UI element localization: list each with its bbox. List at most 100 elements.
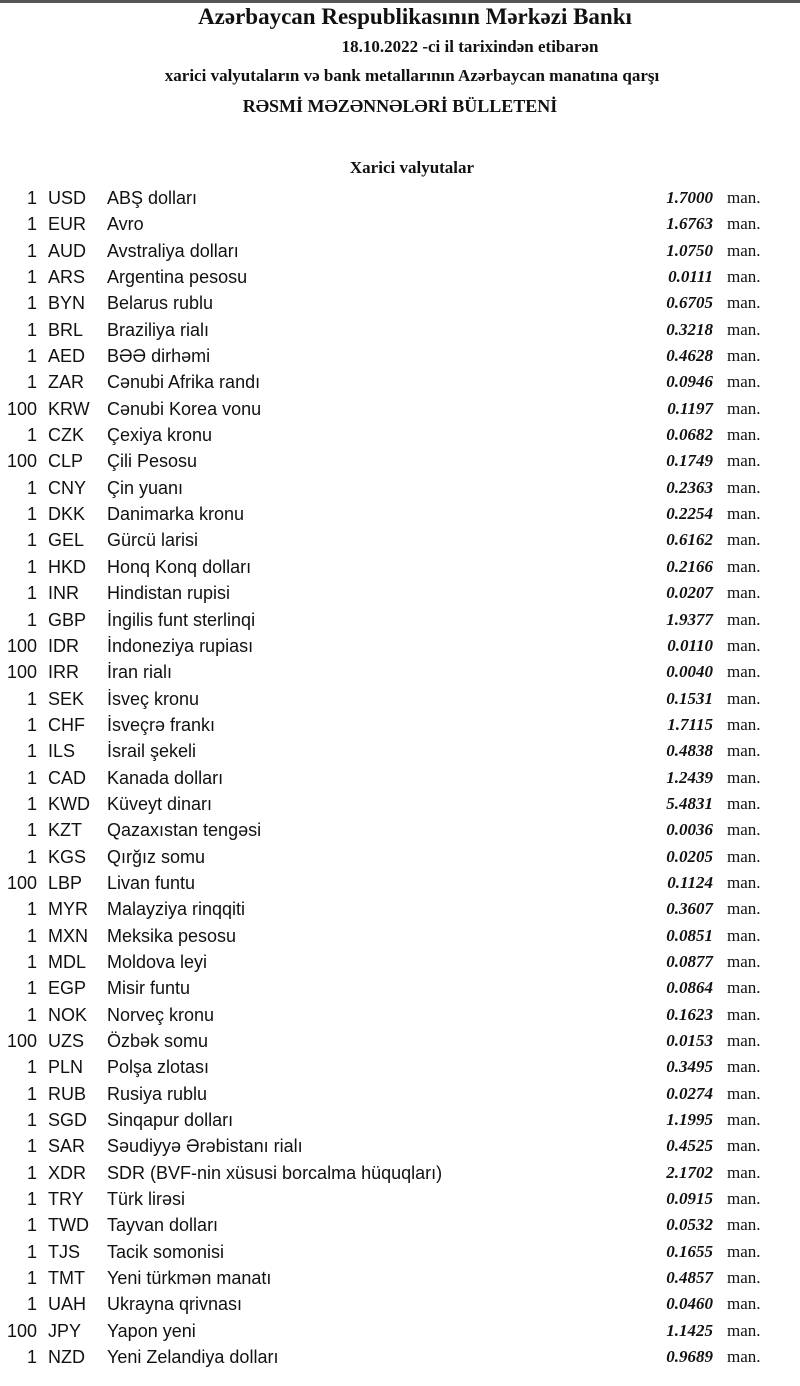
currency-name: İndoneziya rupiası <box>107 635 254 656</box>
rate-row: 1 MXN Meksika pesosu 0.0851 man. <box>0 923 800 949</box>
rate-value: 0.9689 <box>666 1347 713 1367</box>
rate-value: 0.4838 <box>666 741 713 761</box>
quantity: 1 <box>26 978 37 999</box>
currency-code: XDR <box>48 1162 87 1183</box>
currency-name: Çin yuanı <box>107 477 184 498</box>
unit-label: man. <box>727 1083 761 1103</box>
currency-name: İsveç kronu <box>107 688 200 709</box>
currency-code: CLP <box>48 451 84 472</box>
quantity: 1 <box>26 688 37 709</box>
rate-row: 1 ARS Argentina pesosu 0.0111 man. <box>0 264 800 290</box>
quantity: 1 <box>26 846 37 867</box>
rate-value: 0.1531 <box>666 688 713 708</box>
currency-code: CAD <box>48 767 87 788</box>
rate-row: 100 KRW Cənubi Korea vonu 0.1197 man. <box>0 396 800 422</box>
rate-value: 5.4831 <box>666 793 713 813</box>
currency-name: Qırğız somu <box>107 846 206 867</box>
unit-label: man. <box>727 425 761 445</box>
rate-row: 1 DKK Danimarka kronu 0.2254 man. <box>0 501 800 527</box>
rate-row: 1 TMT Yeni türkmən manatı 0.4857 man. <box>0 1265 800 1291</box>
currency-code: HKD <box>48 556 87 577</box>
unit-label: man. <box>727 925 761 945</box>
date-line: 18.10.2022 -ci il tarixindən etibarən <box>341 37 599 56</box>
rate-row: 1 MDL Moldova leyi 0.0877 man. <box>0 949 800 975</box>
currency-name: Hindistan rupisi <box>107 583 231 604</box>
unit-label: man. <box>727 1136 761 1156</box>
quantity: 1 <box>26 1268 37 1289</box>
unit-label: man. <box>727 372 761 392</box>
currency-name: Cənubi Afrika randı <box>107 372 261 393</box>
quantity: 1 <box>26 1162 37 1183</box>
quantity: 100 <box>6 635 37 656</box>
currency-code: MXN <box>48 925 88 946</box>
currency-name: Qazaxıstan tengəsi <box>107 820 262 841</box>
rate-value: 0.4628 <box>666 346 713 366</box>
quantity: 100 <box>6 451 37 472</box>
rate-row: 1 SEK İsveç kronu 0.1531 man. <box>0 686 800 712</box>
rate-value: 0.4857 <box>666 1268 713 1288</box>
quantity: 1 <box>26 556 37 577</box>
currency-code: KWD <box>48 793 90 814</box>
currency-code: CZK <box>48 425 84 446</box>
unit-label: man. <box>727 293 761 313</box>
quantity: 1 <box>26 1057 37 1078</box>
quantity: 1 <box>26 346 37 367</box>
unit-label: man. <box>727 267 761 287</box>
quantity: 1 <box>26 1136 37 1157</box>
rate-row: 1 CAD Kanada dolları 1.2439 man. <box>0 765 800 791</box>
rate-value: 1.7000 <box>666 188 713 207</box>
quantity: 1 <box>26 425 37 446</box>
rate-value: 2.1702 <box>666 1162 713 1182</box>
rate-value: 0.0207 <box>666 583 713 603</box>
currency-name: Türk lirəsi <box>107 1189 186 1210</box>
rate-row: 1 HKD Honq Konq dolları 0.2166 man. <box>0 554 800 580</box>
subtitle: xarici valyutaların və bank metallarının… <box>164 66 660 85</box>
rate-row: 1 KWD Küveyt dinarı 5.4831 man. <box>0 791 800 817</box>
quantity: 100 <box>6 1031 37 1051</box>
rate-row: 1 TJS Tacik somonisi 0.1655 man. <box>0 1239 800 1265</box>
currency-code: DKK <box>48 504 86 525</box>
rate-row: 1 UAH Ukrayna qrivnası 0.0460 man. <box>0 1291 800 1317</box>
currency-name: Danimarka kronu <box>107 504 245 525</box>
unit-label: man. <box>727 872 761 892</box>
rate-value: 0.0851 <box>666 925 713 945</box>
unit-label: man. <box>727 741 761 761</box>
rate-row: 1 SAR Səudiyyə Ərəbistanı rialı 0.4525 man. <box>0 1133 800 1159</box>
rate-row: 1 NZD Yeni Zelandiya dolları 0.9689 man. <box>0 1344 800 1370</box>
quantity: 1 <box>26 188 37 208</box>
currency-code: LBP <box>48 872 83 893</box>
rate-row: 1 CZK Çexiya kronu 0.0682 man. <box>0 422 800 448</box>
rate-value: 1.2439 <box>666 767 713 787</box>
unit-label: man. <box>727 1241 761 1261</box>
currency-name: Rusiya rublu <box>107 1083 208 1104</box>
rate-value: 1.0750 <box>666 240 713 260</box>
currency-code: TWD <box>48 1215 89 1236</box>
unit-label: man. <box>727 1110 761 1130</box>
currency-name: Tacik somonisi <box>107 1241 225 1262</box>
rate-row: 1 RUB Rusiya rublu 0.0274 man. <box>0 1081 800 1107</box>
unit-label: man. <box>727 1215 761 1235</box>
currency-code: ARS <box>48 267 86 288</box>
quantity: 100 <box>6 872 37 893</box>
quantity: 1 <box>26 1083 37 1104</box>
quantity: 1 <box>26 714 37 735</box>
currency-name: Norveç kronu <box>107 1004 215 1025</box>
unit-label: man. <box>727 1162 761 1182</box>
rate-value: 0.0111 <box>668 267 713 287</box>
section-heading: Xarici valyutalar <box>349 158 475 177</box>
rate-row: 1 TWD Tayvan dolları 0.0532 man. <box>0 1212 800 1238</box>
rate-value: 1.7115 <box>667 714 713 734</box>
rate-value: 0.0946 <box>666 372 713 392</box>
quantity: 1 <box>26 609 37 630</box>
unit-label: man. <box>727 767 761 787</box>
quantity: 1 <box>26 767 37 788</box>
rate-row: 1 EUR Avro 1.6763 man. <box>0 211 800 237</box>
unit-label: man. <box>727 188 761 207</box>
rate-value: 0.0877 <box>666 951 713 971</box>
unit-label: man. <box>727 688 761 708</box>
currency-code: AED <box>48 346 86 367</box>
rate-row: 100 IDR İndoneziya rupiası 0.0110 man. <box>0 633 800 659</box>
currency-code: UAH <box>48 1294 87 1315</box>
rate-value: 0.1124 <box>667 872 713 892</box>
quantity: 1 <box>26 1110 37 1131</box>
